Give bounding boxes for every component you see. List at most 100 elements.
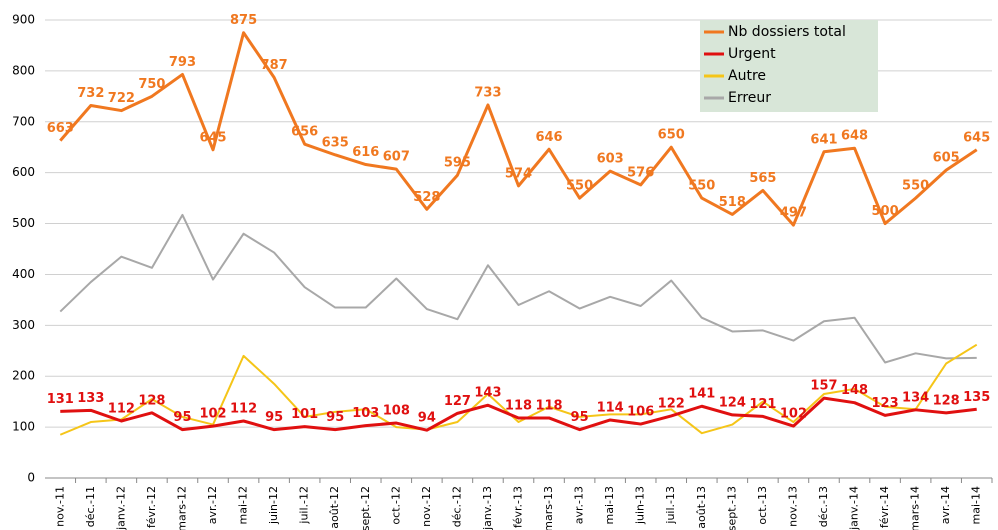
x-tick-label: juin-12 xyxy=(267,486,280,525)
x-tick-label: avr.-12 xyxy=(206,486,219,524)
legend-label: Erreur xyxy=(728,90,771,106)
x-tick-label: févr.-13 xyxy=(512,486,525,528)
x-tick-label: mai-13 xyxy=(603,486,616,524)
data-label: 108 xyxy=(383,404,410,419)
legend-label: Nb dossiers total xyxy=(728,24,846,40)
data-label: 607 xyxy=(383,150,410,165)
data-label: 118 xyxy=(505,398,532,413)
data-label: 497 xyxy=(780,206,807,221)
data-label: 565 xyxy=(749,171,776,186)
series-line xyxy=(59,213,977,364)
data-label: 95 xyxy=(173,410,191,425)
data-label: 663 xyxy=(47,121,74,136)
x-tick-label: janv.-12 xyxy=(114,486,127,530)
data-label: 134 xyxy=(902,390,929,405)
x-tick-label: mars-12 xyxy=(175,486,188,530)
data-label: 732 xyxy=(77,86,104,101)
x-tick-label: avr.-13 xyxy=(573,486,586,524)
x-tick-label: déc.-12 xyxy=(450,486,463,527)
x-tick-label: mai-14 xyxy=(970,486,983,524)
x-tick-label: juil.-12 xyxy=(298,486,311,525)
data-label: 114 xyxy=(597,400,624,415)
data-label: 645 xyxy=(199,130,226,145)
data-label: 121 xyxy=(749,397,776,412)
data-label: 787 xyxy=(261,58,288,73)
data-label: 550 xyxy=(688,179,715,194)
data-label: 645 xyxy=(963,130,990,145)
x-tick-label: févr.-14 xyxy=(878,486,891,528)
x-tick-label: juin-13 xyxy=(634,486,647,525)
data-label: 128 xyxy=(138,393,165,408)
data-label: 127 xyxy=(444,394,471,409)
x-tick-label: janv.-14 xyxy=(848,486,861,530)
data-label: 95 xyxy=(571,410,589,425)
data-label: 656 xyxy=(291,125,318,140)
data-label: 500 xyxy=(872,204,899,219)
x-tick-label: nov.-12 xyxy=(420,486,433,527)
data-label: 641 xyxy=(810,132,837,147)
data-label: 95 xyxy=(326,410,344,425)
data-label: 635 xyxy=(322,135,349,150)
data-label: 133 xyxy=(77,391,104,406)
y-tick-label: 800 xyxy=(12,63,35,77)
data-label: 102 xyxy=(199,407,226,422)
y-tick-label: 300 xyxy=(12,318,35,332)
data-label: 157 xyxy=(810,379,837,394)
x-tick-label: nov.-11 xyxy=(53,486,66,527)
data-label: 650 xyxy=(658,128,685,143)
data-label: 148 xyxy=(841,383,868,398)
legend-label: Autre xyxy=(728,68,766,84)
x-tick-label: oct.-12 xyxy=(389,486,402,525)
data-label: 123 xyxy=(872,396,899,411)
data-label: 141 xyxy=(688,387,715,402)
legend-box xyxy=(700,20,878,112)
y-tick-label: 400 xyxy=(12,267,35,281)
data-label: 128 xyxy=(933,393,960,408)
data-label: 550 xyxy=(902,179,929,194)
data-label: 574 xyxy=(505,166,532,181)
data-label: 750 xyxy=(138,77,165,92)
data-label: 605 xyxy=(933,151,960,166)
legend-label: Urgent xyxy=(728,46,776,62)
series-line xyxy=(59,31,978,227)
data-label: 646 xyxy=(535,130,562,145)
x-tick-label: sept.-13 xyxy=(725,486,738,530)
series-line xyxy=(59,343,978,436)
data-label: 793 xyxy=(169,55,196,70)
data-label: 616 xyxy=(352,145,379,160)
data-label: 518 xyxy=(719,195,746,210)
x-tick-label: sept.-12 xyxy=(359,486,372,530)
data-label: 875 xyxy=(230,13,257,28)
series-line xyxy=(60,396,977,432)
data-label: 102 xyxy=(780,407,807,422)
x-tick-label: mai-12 xyxy=(237,486,250,524)
y-tick-label: 100 xyxy=(12,420,35,434)
data-label: 595 xyxy=(444,156,471,171)
data-label: 722 xyxy=(108,91,135,106)
legend: Nb dossiers total Urgent Autre Erreur xyxy=(700,20,878,112)
data-label: 124 xyxy=(719,395,746,410)
x-tick-label: mars-13 xyxy=(542,486,555,530)
x-tick-label: févr.-12 xyxy=(145,486,158,528)
data-label: 112 xyxy=(230,402,257,417)
data-label: 648 xyxy=(841,129,868,144)
x-tick-label: nov.-13 xyxy=(786,486,799,527)
x-tick-label: août-13 xyxy=(695,486,708,529)
data-label: 103 xyxy=(352,406,379,421)
x-tick-label: juil.-13 xyxy=(664,486,677,525)
data-label: 131 xyxy=(47,392,74,407)
data-label: 528 xyxy=(413,190,440,205)
y-tick-label: 500 xyxy=(12,216,35,230)
data-label: 576 xyxy=(627,165,654,180)
data-label: 118 xyxy=(535,398,562,413)
data-label: 94 xyxy=(418,411,436,426)
data-label: 101 xyxy=(291,407,318,422)
data-label: 733 xyxy=(474,85,501,100)
y-tick-label: 200 xyxy=(12,369,35,383)
data-label: 135 xyxy=(963,390,990,405)
x-tick-label: avr.-14 xyxy=(939,486,952,524)
x-tick-label: mars-14 xyxy=(909,486,922,530)
data-label: 550 xyxy=(566,179,593,194)
x-tick-label: août-12 xyxy=(328,486,341,529)
